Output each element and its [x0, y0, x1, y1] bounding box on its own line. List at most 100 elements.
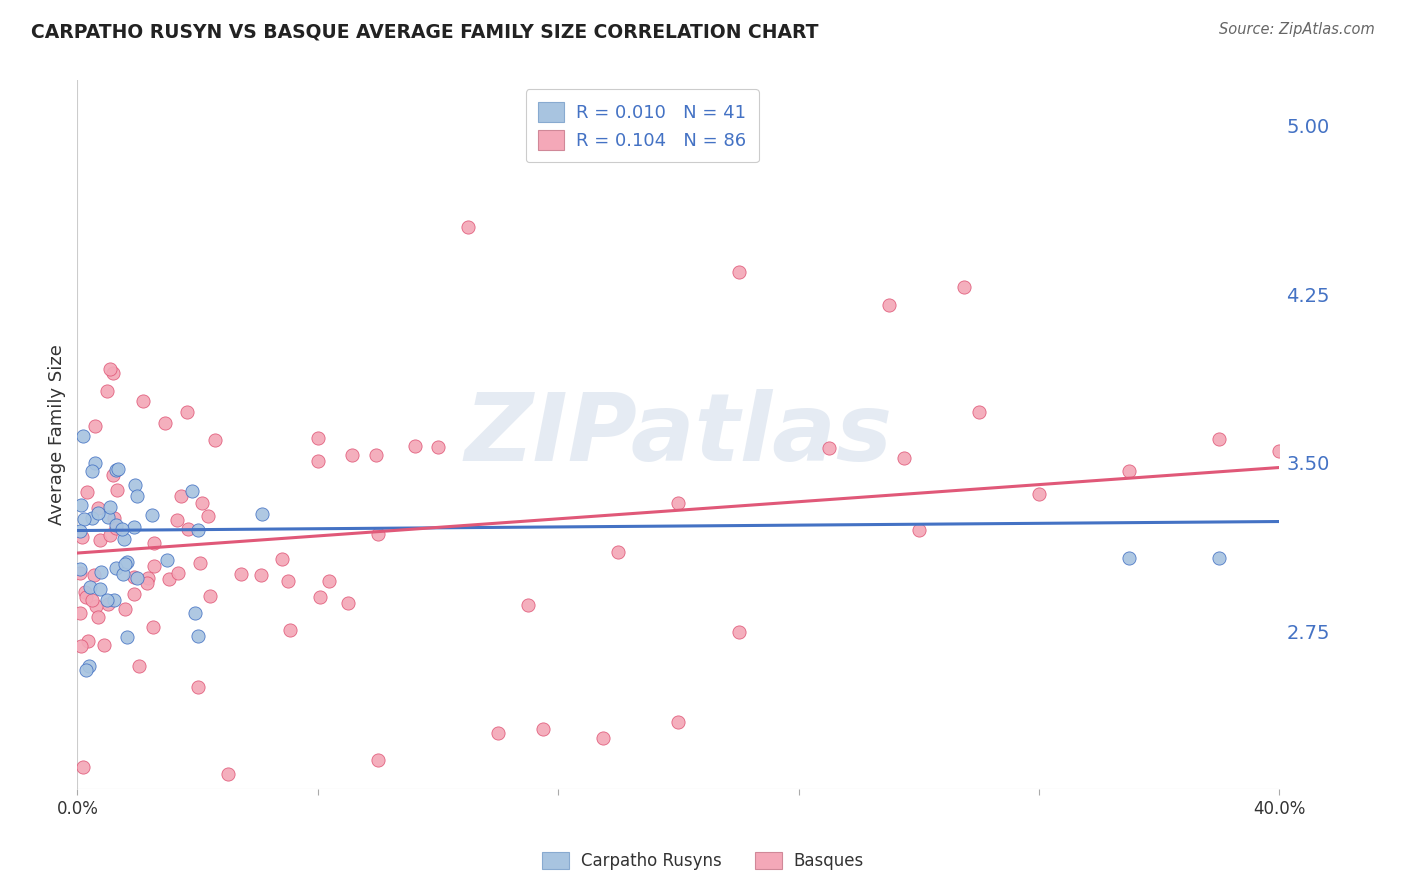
Point: [114, 557, 136, 571]
Point: [103, 511, 125, 525]
Point: [86, 599, 108, 613]
Point: [427, 440, 450, 454]
Point: [114, 602, 136, 616]
Point: [217, 766, 239, 780]
Point: [96, 384, 118, 398]
Point: [79, 581, 101, 595]
Point: [727, 624, 749, 639]
Point: [111, 566, 134, 581]
Legend: Carpatho Rusyns, Basques: Carpatho Rusyns, Basques: [536, 845, 870, 877]
Point: [128, 658, 150, 673]
Point: [877, 298, 900, 312]
Point: [517, 598, 540, 612]
Point: [180, 483, 202, 498]
Point: [69, 566, 91, 580]
Point: [98, 500, 121, 514]
Point: [84, 456, 107, 470]
Point: [70, 498, 93, 512]
Legend: R = 0.010   N = 41, R = 0.104   N = 86: R = 0.010 N = 41, R = 0.104 N = 86: [526, 89, 759, 162]
Point: [197, 509, 219, 524]
Point: [103, 592, 125, 607]
Point: [75, 590, 97, 604]
Point: [73, 512, 96, 526]
Text: CARPATHO RUSYN VS BASQUE AVERAGE FAMILY SIZE CORRELATION CHART: CARPATHO RUSYN VS BASQUE AVERAGE FAMILY …: [31, 22, 818, 41]
Point: [103, 366, 125, 380]
Point: [105, 483, 128, 498]
Point: [90, 565, 112, 579]
Point: [97, 597, 120, 611]
Point: [270, 551, 292, 566]
Point: [122, 587, 145, 601]
Point: [457, 219, 479, 234]
Point: [115, 555, 138, 569]
Point: [124, 478, 146, 492]
Point: [89, 582, 111, 597]
Point: [89, 533, 111, 547]
Point: [122, 569, 145, 583]
Point: [1208, 550, 1230, 565]
Point: [893, 451, 915, 466]
Point: [87, 501, 110, 516]
Point: [231, 567, 253, 582]
Point: [727, 265, 749, 279]
Point: [1268, 443, 1291, 458]
Point: [592, 731, 614, 745]
Point: [69, 639, 91, 653]
Point: [1208, 432, 1230, 446]
Point: [87, 610, 110, 624]
Point: [105, 521, 128, 535]
Point: [668, 496, 690, 510]
Point: [93, 638, 115, 652]
Point: [367, 753, 389, 767]
Point: [486, 726, 509, 740]
Point: [82, 592, 104, 607]
Point: [204, 433, 226, 447]
Point: [136, 575, 159, 590]
Point: [100, 527, 122, 541]
Point: [166, 512, 188, 526]
Point: [166, 566, 188, 580]
Point: [104, 517, 127, 532]
Point: [187, 680, 209, 694]
Point: [170, 489, 193, 503]
Point: [278, 623, 301, 637]
Point: [1118, 550, 1140, 565]
Point: [318, 574, 340, 588]
Point: [967, 404, 990, 418]
Point: [607, 545, 630, 559]
Point: [908, 523, 931, 537]
Point: [136, 571, 159, 585]
Point: [307, 454, 329, 468]
Point: [1118, 464, 1140, 478]
Point: [70, 530, 93, 544]
Point: [84, 418, 107, 433]
Point: [250, 507, 273, 521]
Point: [142, 558, 165, 573]
Text: Source: ZipAtlas.com: Source: ZipAtlas.com: [1219, 22, 1375, 37]
Point: [176, 405, 198, 419]
Point: [69, 524, 91, 538]
Point: [198, 589, 221, 603]
Point: [80, 510, 103, 524]
Point: [69, 606, 91, 620]
Point: [72, 760, 94, 774]
Point: [531, 722, 554, 736]
Point: [111, 522, 134, 536]
Point: [141, 508, 163, 522]
Point: [308, 590, 330, 604]
Point: [142, 536, 165, 550]
Point: [82, 464, 104, 478]
Point: [142, 619, 165, 633]
Point: [96, 593, 118, 607]
Point: [177, 522, 200, 536]
Point: [156, 552, 179, 566]
Point: [69, 562, 91, 576]
Point: [183, 607, 205, 621]
Point: [79, 658, 101, 673]
Text: ZIPatlas: ZIPatlas: [464, 389, 893, 481]
Point: [404, 439, 426, 453]
Point: [104, 463, 127, 477]
Point: [97, 509, 120, 524]
Point: [122, 520, 145, 534]
Point: [83, 567, 105, 582]
